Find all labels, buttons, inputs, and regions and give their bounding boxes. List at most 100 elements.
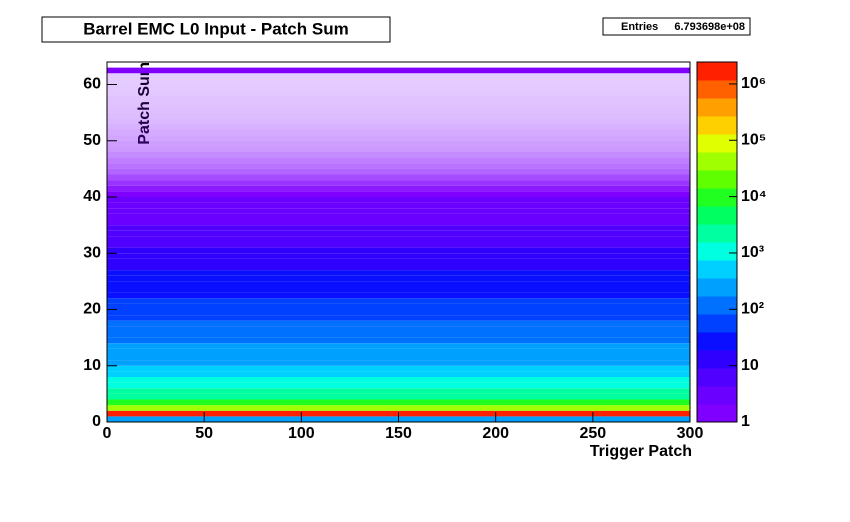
stats-box xyxy=(602,17,751,36)
color-bar-band xyxy=(697,350,737,369)
heatmap-row xyxy=(107,135,690,141)
color-bar-band xyxy=(697,170,737,189)
heatmap-row xyxy=(107,225,690,231)
heatmap-row xyxy=(107,337,690,344)
heatmap-row xyxy=(107,405,690,411)
heatmap-row xyxy=(107,197,690,203)
heatmap-row xyxy=(107,382,690,389)
heatmap-row xyxy=(107,247,690,254)
color-bar-band xyxy=(697,404,737,423)
heatmap-row xyxy=(107,332,690,338)
heatmap-row xyxy=(107,354,690,361)
color-bar-band xyxy=(697,242,737,261)
color-bar-band xyxy=(697,386,737,405)
heatmap-row xyxy=(107,163,690,169)
heatmap-row xyxy=(107,270,690,276)
y-tick-label: 40 xyxy=(83,188,101,205)
x-tick-label: 250 xyxy=(579,425,606,442)
color-bar-band xyxy=(697,278,737,297)
heatmap-row xyxy=(107,281,690,287)
heatmap-row xyxy=(107,168,690,175)
heatmap-row xyxy=(107,360,690,366)
heatmap-row xyxy=(107,202,690,209)
x-axis-label: Trigger Patch xyxy=(590,443,692,460)
heatmap-row xyxy=(107,73,690,79)
z-tick-label: 10⁵ xyxy=(741,131,766,148)
heatmap-row xyxy=(107,365,690,372)
heatmap-row xyxy=(107,348,690,355)
stats-label: Entries xyxy=(621,21,658,33)
heatmap-row xyxy=(107,393,690,400)
heatmap-row xyxy=(107,343,690,349)
heatmap-row xyxy=(107,275,690,282)
x-tick-label: 150 xyxy=(385,425,412,442)
heatmap-row xyxy=(107,84,690,91)
heatmap-row xyxy=(107,152,690,158)
color-bar-band xyxy=(697,152,737,171)
title-box xyxy=(41,16,391,43)
heatmap-row xyxy=(107,123,690,130)
y-axis-label: Patch Sum xyxy=(136,62,153,145)
heatmap-row xyxy=(107,213,690,220)
chart-title: Barrel EMC L0 Input - Patch Sum xyxy=(83,19,348,38)
y-tick-label: 30 xyxy=(83,244,101,261)
heatmap-row xyxy=(107,326,690,332)
heatmap-row xyxy=(107,180,690,186)
color-bar-band xyxy=(697,368,737,387)
heatmap-row xyxy=(107,112,690,119)
z-tick-label: 1 xyxy=(741,413,750,430)
heatmap-row xyxy=(107,208,690,214)
color-bar-frame xyxy=(696,61,738,423)
heatmap-row xyxy=(107,258,690,265)
color-bar-band xyxy=(697,134,737,153)
heatmap-row xyxy=(107,377,690,383)
z-tick-label: 10⁴ xyxy=(741,188,767,205)
heatmap-row xyxy=(107,309,690,316)
x-tick-label: 50 xyxy=(195,425,213,442)
x-tick-label: 100 xyxy=(288,425,315,442)
x-tick-label: 0 xyxy=(103,425,112,442)
heatmap-row xyxy=(107,157,690,164)
color-bar-band xyxy=(697,224,737,243)
heatmap-row xyxy=(107,118,690,124)
color-bar-band xyxy=(697,314,737,333)
y-tick-label: 0 xyxy=(92,413,101,430)
x-tick-label: 300 xyxy=(677,425,704,442)
heatmap-row xyxy=(107,185,690,192)
heatmap-row xyxy=(107,303,690,310)
heatmap-row xyxy=(107,388,690,394)
z-tick-label: 10³ xyxy=(741,244,764,261)
heatmap-row xyxy=(107,264,690,271)
heatmap-row xyxy=(107,101,690,107)
heatmap-row xyxy=(107,90,690,96)
heatmap-row xyxy=(107,107,690,113)
color-bar-band xyxy=(697,80,737,99)
heatmap-row xyxy=(107,242,690,248)
y-tick-label: 60 xyxy=(83,76,101,93)
heatmap-row xyxy=(107,320,690,327)
color-bar-band xyxy=(697,98,737,117)
heatmap-row xyxy=(107,315,690,321)
color-bar-band xyxy=(697,296,737,315)
heatmap-row xyxy=(107,129,690,136)
heatmap-row xyxy=(107,253,690,259)
color-bar-band xyxy=(697,206,737,225)
heatmap-row xyxy=(107,399,690,406)
heatmap-row xyxy=(107,292,690,299)
color-bar-band xyxy=(697,62,737,81)
heatmap-row xyxy=(107,95,690,102)
heatmap-row xyxy=(107,219,690,226)
heatmap-row xyxy=(107,298,690,304)
z-tick-label: 10² xyxy=(741,301,764,318)
color-bar-band xyxy=(697,116,737,135)
heatmap-row xyxy=(107,78,690,85)
heatmap-row xyxy=(107,67,690,74)
heatmap-row xyxy=(107,236,690,242)
y-tick-label: 10 xyxy=(83,357,101,374)
color-bar-band xyxy=(697,332,737,351)
heatmap-row xyxy=(107,230,690,237)
heatmap-row xyxy=(107,174,690,181)
z-tick-label: 10 xyxy=(741,357,759,374)
y-tick-label: 50 xyxy=(83,132,101,149)
heatmap-row xyxy=(107,140,690,147)
